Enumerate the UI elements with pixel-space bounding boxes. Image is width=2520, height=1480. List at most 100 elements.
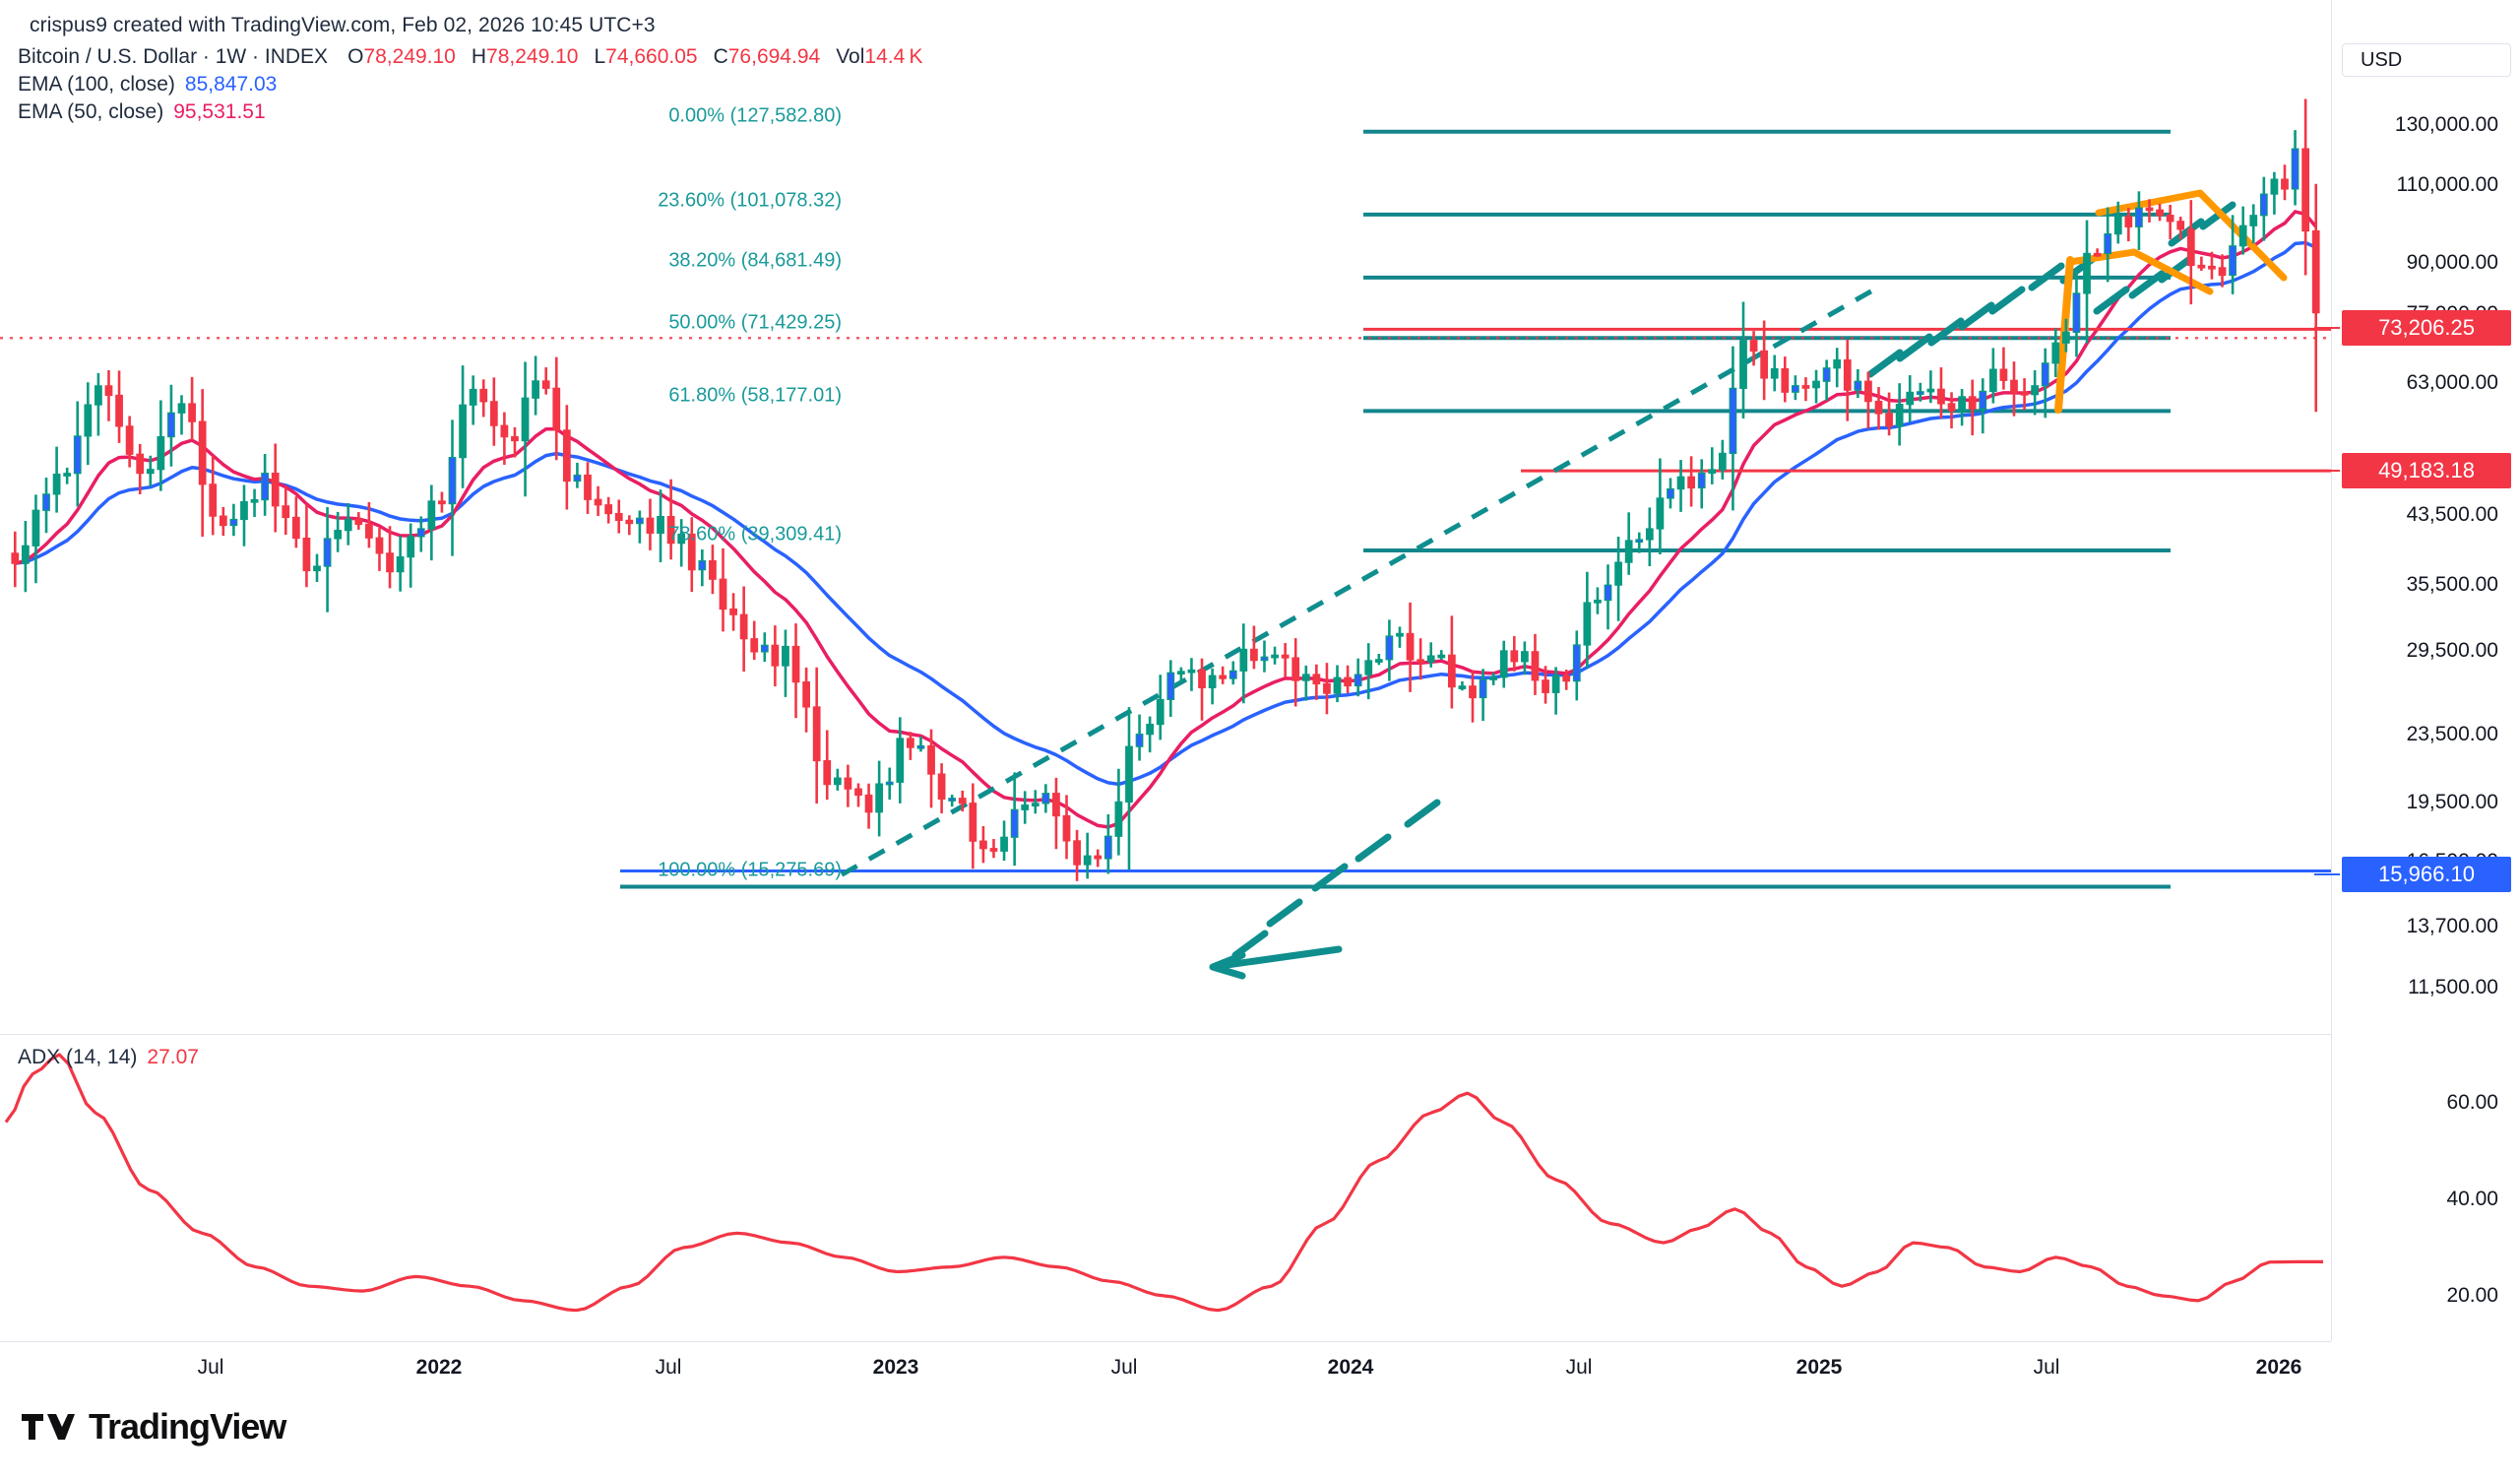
legend-ema100-row[interactable]: EMA (100, close) 85,847.03 [18,73,884,100]
candle-body [2061,331,2070,344]
candle-body [1635,539,1644,544]
candle-body [2301,148,2310,232]
candle-body [1489,676,1498,680]
adx-pane[interactable] [0,1039,2331,1339]
candle-body [1822,367,1831,382]
time-axis-tick: Jul [197,1356,224,1379]
fib-level-label: 0.00% (127,582.80) [668,104,842,127]
legend-ema50-row[interactable]: EMA (50, close) 95,531.51 [18,100,884,128]
candle-body [1864,380,1872,403]
candle-body [657,515,664,534]
candle-body [1166,672,1175,701]
price-axis-tick: 43,500.00 [2406,503,2498,526]
legend-symbol-row[interactable]: Bitcoin / U.S. Dollar · 1W · INDEX O78,2… [18,45,922,73]
ohlc-volume: Vol14.4 K [836,45,923,68]
candle-body [1676,476,1685,490]
candle-body [1041,793,1050,804]
candle-body [2135,207,2143,227]
candle-body [1988,368,1997,393]
uptrend-dashed-line [840,287,1877,877]
time-axis-tick: 2024 [1327,1356,1374,1379]
pattern-tick-mark [1266,898,1303,928]
fib-level-label: 78.60% (39,309.41) [668,523,842,546]
price-chart-canvas[interactable] [0,85,2331,1034]
time-axis[interactable]: Jul 2022 Jul 2023 Jul 2024 Jul 2025 Jul 2026 [0,1342,2331,1401]
fib-level-label: 61.80% (58,177.01) [668,384,842,407]
candle-body [854,788,862,797]
wedge-upper-line [2095,189,2288,282]
candle-body [1250,648,1258,662]
legend-adx-row[interactable]: ADX (14, 14) 27.07 [18,1046,199,1073]
candle-body [136,453,145,475]
candle-body [1729,387,1737,455]
breakout-arrow [1209,945,1343,980]
price-badge[interactable]: 15,966.10 [2342,857,2511,892]
price-axis[interactable]: USD 130,000.00110,000.0090,000.0077,000.… [2314,0,2520,1341]
candle-body [729,608,737,615]
candle-body [1374,659,1383,663]
candle-body [94,385,102,406]
candle-body [802,681,810,708]
candle-body [1604,584,1612,602]
candle-body [146,469,155,475]
tradingview-mark-icon [22,1414,75,1440]
candle-body [1854,380,1862,391]
price-badge[interactable]: 73,206.25 [2342,310,2511,346]
ohlc-close: C76,694.94 [713,45,821,68]
candle-body [979,840,987,850]
candle-body [2259,193,2268,217]
candle-body [365,523,373,539]
candle-body [2291,148,2300,190]
candle-body [1437,654,1446,659]
candle-body [1458,685,1467,689]
candle-body [1333,676,1342,694]
candle-body [1344,676,1352,687]
price-axis-tick: 63,000.00 [2406,371,2498,394]
candle-body [1103,835,1112,860]
candle-body [1176,671,1185,676]
candle-body [427,500,436,530]
candle-body [1843,359,1852,391]
candle-body [948,798,957,802]
price-axis-tick: 13,700.00 [2406,915,2498,937]
time-axis-tick: Jul [1565,1356,1593,1379]
price-badge[interactable]: 49,183.18 [2342,453,2511,488]
candle-body [1999,368,2008,381]
candle-body [2311,229,2320,314]
candle-body [614,512,623,522]
candle-body [459,404,467,459]
candle-body [552,387,561,431]
candle-body [1052,793,1060,817]
candle-body [1198,669,1206,688]
pattern-tick-mark [1896,333,1933,362]
candle-body [1364,660,1373,676]
tradingview-logo[interactable]: TradingView [22,1406,286,1448]
candle-body [2176,221,2185,230]
price-pane[interactable] [0,85,2331,1034]
candle-body [2113,216,2122,235]
adx-chart-canvas[interactable] [0,1039,2331,1339]
candle-body [271,473,280,507]
pane-divider-bottom [0,1341,2331,1342]
pattern-tick-mark [1988,286,2026,315]
candle-body [1770,367,1779,379]
candle-body [448,457,457,505]
candle-body [2031,385,2040,396]
candle-body [823,759,832,786]
candle-body [812,706,821,762]
currency-label[interactable]: USD [2342,43,2511,77]
candle-body [2281,178,2289,190]
candle-body [1781,367,1790,393]
candle-body [2093,252,2102,257]
candle-body [1010,808,1019,838]
candle-body [386,552,394,573]
price-axis-tick: 11,500.00 [2408,976,2498,998]
candle-body [489,401,498,426]
candle-body [1406,632,1415,661]
candle-body [2186,228,2195,267]
ema50-label: EMA (50, close) [18,100,164,123]
candle-body [1135,734,1144,747]
price-axis-tick: 110,000.00 [2396,173,2498,196]
candle-body [11,552,20,564]
candle-body [1417,659,1425,664]
